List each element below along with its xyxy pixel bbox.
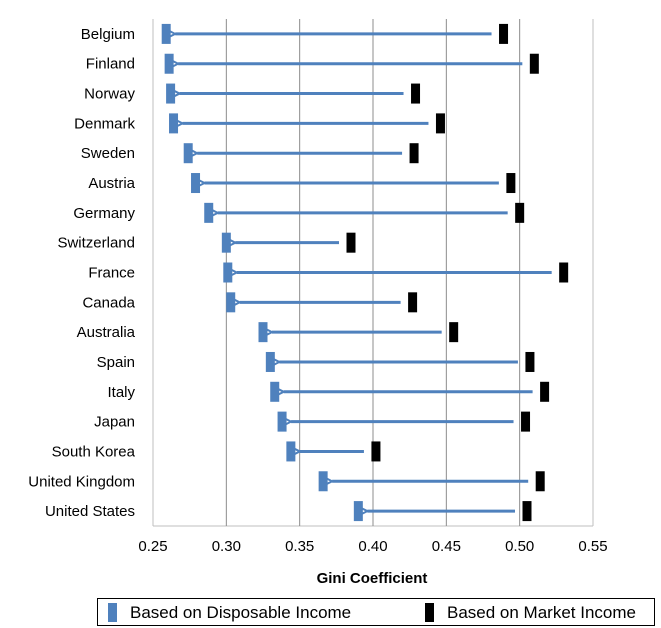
category-label: Australia [77,324,136,341]
market-income-marker [411,83,421,104]
disposable-income-marker [169,113,179,134]
category-label: Norway [84,86,135,103]
disposable-income-marker [265,351,275,372]
market-income-marker [515,202,525,223]
x-tick-label: 0.25 [138,538,167,555]
disposable-income-marker [183,143,193,164]
disposable-income-marker [223,262,233,283]
market-income-marker [506,173,516,194]
disposable-income-marker [164,53,174,74]
disposable-income-marker [277,411,287,432]
disposable-income-marker [353,501,363,522]
disposable-income-markers [161,23,363,522]
market-income-marker [521,411,531,432]
market-income-marker [540,381,550,402]
category-label: Italy [107,384,135,401]
market-income-marker [559,262,569,283]
category-label: United States [45,503,135,520]
category-label: Canada [82,294,135,311]
category-label: France [88,265,135,282]
disposable-income-marker [258,322,268,343]
y-axis-labels: Belgium Finland Norway Denmark Sweden Austria… [28,26,135,520]
disposable-income-marker [191,173,201,194]
category-label: Denmark [74,115,135,132]
category-label: Belgium [81,26,135,43]
market-income-marker [346,232,356,253]
arrows [175,34,552,511]
x-tick-label: 0.40 [358,538,387,555]
category-label: Spain [97,354,135,371]
x-tick-label: 0.55 [578,538,607,555]
category-label: Sweden [81,145,135,162]
legend-label-market: Based on Market Income [447,603,636,622]
legend-swatch-disposable [108,603,117,622]
x-axis-ticks: 0.25 0.30 0.35 0.40 0.45 0.50 0.55 [138,538,607,555]
disposable-income-marker [204,202,214,223]
x-tick-label: 0.30 [212,538,241,555]
disposable-income-marker [286,441,296,462]
disposable-income-marker [318,471,328,492]
market-income-marker [499,23,509,44]
disposable-income-marker [226,292,236,313]
category-label: Germany [73,205,135,222]
x-tick-label: 0.50 [505,538,534,555]
market-income-markers [346,23,569,522]
market-income-marker [409,143,419,164]
x-axis-title: Gini Coefficient [317,570,428,587]
disposable-income-marker [166,83,176,104]
market-income-marker [449,322,459,343]
category-label: Switzerland [57,235,135,252]
legend-label-disposable: Based on Disposable Income [130,603,352,622]
category-label: Japan [94,414,135,431]
market-income-marker [408,292,418,313]
market-income-marker [535,471,545,492]
disposable-income-marker [270,381,280,402]
market-income-marker [529,53,539,74]
legend-swatch-market [425,603,434,622]
legend: Based on Disposable Income Based on Mark… [97,598,655,626]
market-income-marker [371,441,381,462]
x-tick-label: 0.45 [432,538,461,555]
x-tick-label: 0.35 [285,538,314,555]
category-label: South Korea [52,443,136,460]
category-label: United Kingdom [28,473,135,490]
market-income-marker [522,501,532,522]
category-label: Finland [86,56,135,73]
disposable-income-marker [161,23,171,44]
market-income-marker [525,351,535,372]
category-label: Austria [88,175,135,192]
disposable-income-marker [221,232,231,253]
market-income-marker [435,113,445,134]
